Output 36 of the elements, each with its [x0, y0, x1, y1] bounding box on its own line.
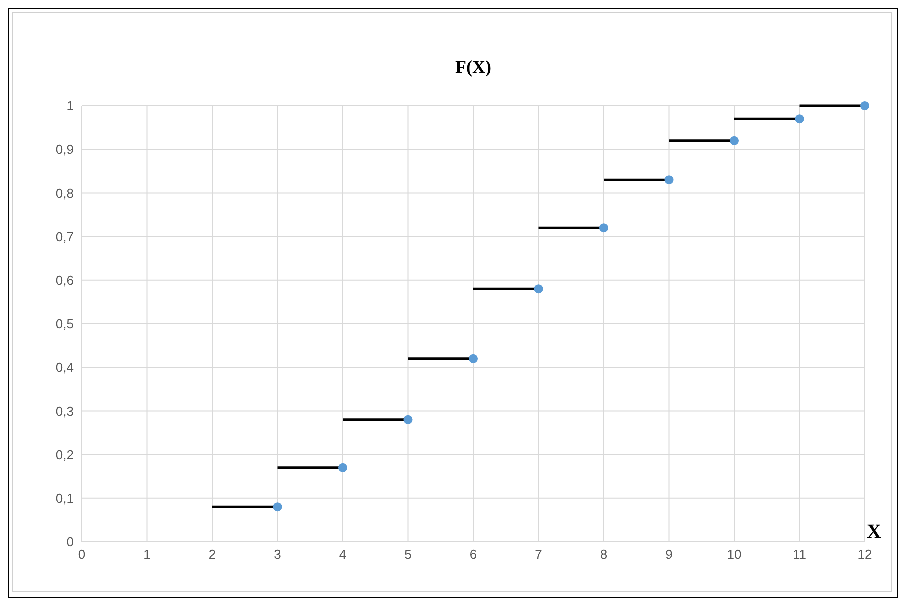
point — [468, 354, 478, 364]
x-tick-label: 10 — [727, 547, 742, 562]
y-tick-label: 0,9 — [56, 142, 74, 158]
x-axis-title: X — [867, 521, 882, 544]
x-tick-label: 6 — [470, 547, 478, 562]
y-tick-label: 0,6 — [56, 273, 74, 288]
y-tick-label: 1 — [66, 98, 74, 114]
x-tick-label: 9 — [666, 547, 673, 562]
point — [664, 176, 674, 185]
x-tick-label: 3 — [274, 547, 282, 562]
x-tick-label: 11 — [793, 547, 806, 562]
x-tick-label: 8 — [600, 547, 608, 562]
y-tick-label: 0,1 — [56, 491, 74, 506]
y-tick-label: 0 — [66, 534, 74, 550]
point — [338, 463, 348, 472]
y-tick-label: 0,5 — [56, 316, 74, 332]
x-tick-label: 12 — [858, 547, 872, 562]
point — [599, 224, 609, 233]
x-tick-label: 5 — [404, 547, 412, 562]
point — [273, 502, 282, 512]
x-tick-label: 4 — [339, 547, 347, 562]
x-tick-label: 0 — [78, 547, 86, 562]
point — [860, 101, 870, 111]
chart-title: F(X) — [454, 57, 492, 78]
y-tick-label: 0,2 — [56, 447, 74, 462]
x-tick-label: 7 — [535, 547, 542, 562]
y-tick-label: 0,8 — [56, 186, 74, 201]
point — [404, 415, 413, 424]
point — [534, 284, 544, 294]
y-tick-label: 0,4 — [56, 360, 74, 376]
y-tick-label: 0,7 — [56, 229, 74, 244]
x-tick-label: 2 — [208, 547, 216, 562]
x-tick-label: 1 — [144, 547, 151, 562]
y-tick-label: 0,3 — [56, 404, 74, 419]
point — [795, 114, 804, 124]
point — [730, 136, 740, 146]
